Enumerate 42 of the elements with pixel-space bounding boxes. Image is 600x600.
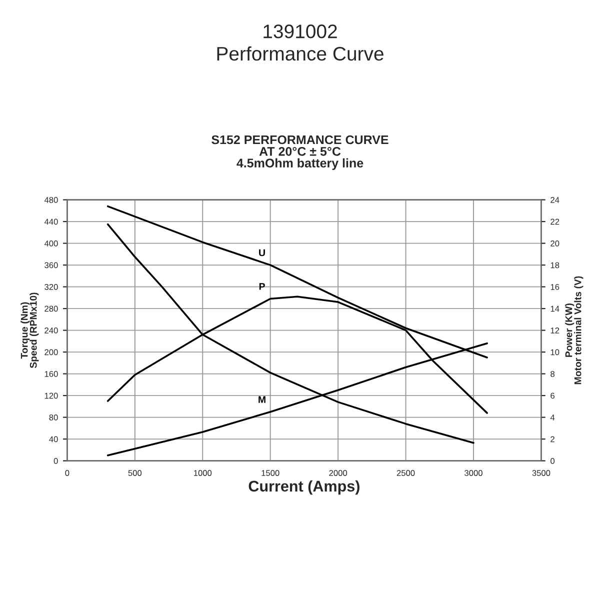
x-tick-label: 3000 [464, 470, 482, 476]
y-tick-label: 280 [44, 306, 58, 312]
y2-tick-label: 18 [550, 262, 560, 268]
y-tick-label: 480 [44, 197, 58, 203]
series-label: M [258, 396, 266, 403]
y2-tick-label: 6 [550, 392, 554, 399]
x-axis-title: Current (Amps) [248, 480, 360, 495]
y2-tick-label: 10 [550, 349, 560, 356]
y-tick-label: 80 [49, 414, 58, 420]
y-tick-label: 320 [44, 284, 58, 290]
series-label: P [259, 283, 265, 290]
x-tick-label: 0 [65, 470, 70, 476]
y2-tick-label: 4 [550, 414, 555, 420]
chart-subtitle: S152 PERFORMANCE CURVE AT 20°C ± 5°C 4.5mOhm battery line [212, 135, 388, 170]
chart-title: 1391002 Performance Curve [217, 24, 384, 61]
x-tick-label: 3500 [532, 470, 550, 476]
y-tick-label: 240 [44, 328, 58, 334]
y2-tick-label: 24 [550, 197, 560, 203]
x-tick-label: 500 [128, 470, 142, 476]
y2-tick-label: 2 [550, 436, 554, 442]
y-tick-label: 120 [44, 392, 58, 399]
x-tick-label: 1000 [194, 470, 212, 476]
y-tick-label: 160 [44, 371, 58, 377]
x-tick-label: 2500 [396, 470, 415, 476]
y-tick-label: 360 [44, 262, 58, 268]
x-tick-label: 1500 [262, 470, 280, 476]
y-tick-label: 40 [49, 436, 58, 442]
y2-tick-label: 14 [550, 306, 560, 312]
y-tick-label: 0 [54, 458, 58, 464]
y-tick-label: 400 [44, 240, 58, 246]
y2-tick-label: 22 [550, 218, 560, 225]
y2-axis-title: Power (KW) Motor terminal Volts (V) [565, 276, 584, 384]
y2-tick-label: 20 [550, 240, 560, 246]
y-tick-label: 440 [44, 218, 58, 225]
y2-tick-label: 8 [550, 371, 554, 377]
y2-tick-label: 0 [550, 458, 555, 464]
y2-tick-label: 16 [550, 284, 560, 290]
x-tick-label: 2000 [329, 470, 347, 476]
y2-tick-label: 12 [550, 328, 560, 334]
y-tick-label: 200 [44, 349, 58, 356]
series-label: U [259, 249, 265, 256]
y-axis-title: Torque (Nm) Speed (RPMx10) [20, 292, 39, 368]
